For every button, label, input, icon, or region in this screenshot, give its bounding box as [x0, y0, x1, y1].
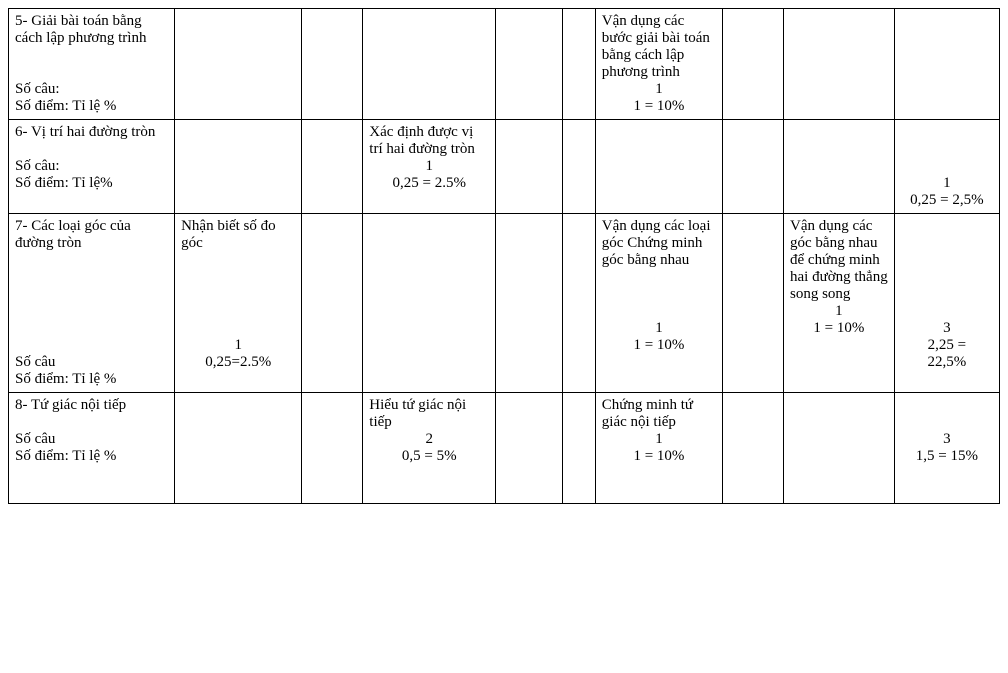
- topic-cell: 6- Vị trí hai đường tròn Số câu: Số điểm…: [9, 120, 175, 214]
- cell-count: 2: [369, 431, 489, 448]
- matrix-table: 5- Giải bài toán bằng cách lập phương tr…: [8, 8, 1000, 504]
- cell-content: Xác định được vị trí hai đường tròn 1 0,…: [363, 120, 496, 214]
- topic-footer: Số câu:: [15, 81, 168, 98]
- cell-score: 1 = 10%: [602, 448, 716, 465]
- cell-empty: [496, 9, 562, 120]
- topic-cell: 7- Các loại góc của đường tròn Số câu Số…: [9, 214, 175, 393]
- cell-score: 22,5%: [901, 354, 993, 371]
- cell-empty: [562, 120, 595, 214]
- cell-empty: [496, 393, 562, 504]
- cell-empty: [175, 120, 302, 214]
- cell-empty: [723, 120, 784, 214]
- cell-count: 1: [602, 81, 716, 98]
- cell-text: Vận dụng các góc bằng nhau để chứng minh…: [790, 218, 888, 303]
- topic-footer: Số câu:: [15, 158, 168, 175]
- topic-cell: 8- Tứ giác nội tiếp Số câu Số điểm: Tỉ l…: [9, 393, 175, 504]
- topic-cell: 5- Giải bài toán bằng cách lập phương tr…: [9, 9, 175, 120]
- cell-empty: [723, 9, 784, 120]
- topic-footer: Số điểm: Tỉ lệ %: [15, 371, 168, 388]
- topic-footer: Số điểm: Tỉ lệ%: [15, 175, 168, 192]
- cell-empty: [562, 214, 595, 393]
- topic-footer: Số câu: [15, 354, 168, 371]
- cell-empty: [175, 393, 302, 504]
- cell-text: Vận dụng các loại góc Chứng minh góc bằn…: [602, 218, 716, 269]
- cell-empty: [784, 120, 895, 214]
- cell-text: Chứng minh tứ giác nội tiếp: [602, 397, 716, 431]
- table-row: 6- Vị trí hai đường tròn Số câu: Số điểm…: [9, 120, 1000, 214]
- cell-content: Chứng minh tứ giác nội tiếp 1 1 = 10%: [595, 393, 722, 504]
- cell-empty: [496, 214, 562, 393]
- cell-empty: [363, 214, 496, 393]
- cell-count: 1: [790, 303, 888, 320]
- cell-score: 0,5 = 5%: [369, 448, 489, 465]
- cell-empty: [562, 393, 595, 504]
- cell-total: 3 1,5 = 15%: [894, 393, 999, 504]
- cell-empty: [496, 120, 562, 214]
- cell-empty: [302, 9, 363, 120]
- cell-score: 2,25 =: [901, 337, 993, 354]
- cell-empty: [562, 9, 595, 120]
- table-row: 8- Tứ giác nội tiếp Số câu Số điểm: Tỉ l…: [9, 393, 1000, 504]
- topic-footer: Số điểm: Tỉ lệ %: [15, 98, 168, 115]
- cell-score: 1 = 10%: [790, 320, 888, 337]
- cell-content: Nhận biết số đo góc 1 0,25=2.5%: [175, 214, 302, 393]
- cell-empty: [723, 393, 784, 504]
- cell-content: Vận dụng các loại góc Chứng minh góc bằn…: [595, 214, 722, 393]
- cell-count: 1: [602, 431, 716, 448]
- cell-empty: [302, 120, 363, 214]
- cell-empty: [723, 214, 784, 393]
- cell-empty: [595, 120, 722, 214]
- cell-content: Vận dụng các góc bằng nhau để chứng minh…: [784, 214, 895, 393]
- cell-content: Hiểu tứ giác nội tiếp 2 0,5 = 5%: [363, 393, 496, 504]
- cell-empty: [363, 9, 496, 120]
- topic-title: 5- Giải bài toán bằng cách lập phương tr…: [15, 13, 168, 47]
- cell-empty: [784, 9, 895, 120]
- cell-score: 0,25=2.5%: [181, 354, 295, 371]
- cell-text: Hiểu tứ giác nội tiếp: [369, 397, 489, 431]
- cell-score: 0,25 = 2.5%: [369, 175, 489, 192]
- topic-title: 8- Tứ giác nội tiếp: [15, 397, 168, 414]
- cell-text: Vận dụng các bước giải bài toán bằng các…: [602, 13, 716, 81]
- cell-content: Vận dụng các bước giải bài toán bằng các…: [595, 9, 722, 120]
- cell-count: 1: [602, 320, 716, 337]
- topic-footer: Số điểm: Tỉ lệ %: [15, 448, 168, 465]
- cell-score: 1,5 = 15%: [901, 448, 993, 465]
- cell-text: Xác định được vị trí hai đường tròn: [369, 124, 489, 158]
- cell-score: 1 = 10%: [602, 337, 716, 354]
- cell-empty: [784, 393, 895, 504]
- cell-score: 1 = 10%: [602, 98, 716, 115]
- cell-total: 3 2,25 = 22,5%: [894, 214, 999, 393]
- table-row: 5- Giải bài toán bằng cách lập phương tr…: [9, 9, 1000, 120]
- cell-empty: [302, 214, 363, 393]
- table-row: 7- Các loại góc của đường tròn Số câu Số…: [9, 214, 1000, 393]
- cell-count: 3: [901, 320, 993, 337]
- topic-title: 7- Các loại góc của đường tròn: [15, 218, 168, 252]
- cell-count: 1: [901, 175, 993, 192]
- cell-empty: [894, 9, 999, 120]
- cell-count: 3: [901, 431, 993, 448]
- cell-count: 1: [181, 337, 295, 354]
- topic-footer: Số câu: [15, 431, 168, 448]
- cell-total: 1 0,25 = 2,5%: [894, 120, 999, 214]
- cell-text: Nhận biết số đo góc: [181, 218, 295, 252]
- cell-count: 1: [369, 158, 489, 175]
- cell-empty: [175, 9, 302, 120]
- cell-score: 0,25 = 2,5%: [901, 192, 993, 209]
- topic-title: 6- Vị trí hai đường tròn: [15, 124, 168, 141]
- cell-empty: [302, 393, 363, 504]
